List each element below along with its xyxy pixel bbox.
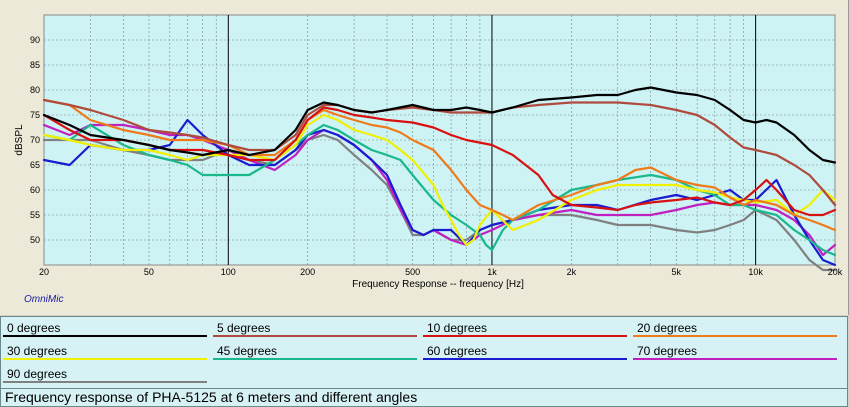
y-tick-label: 75	[30, 110, 40, 120]
x-tick-label: 20	[39, 267, 49, 277]
x-tick-label: 1k	[487, 267, 497, 277]
legend-swatch	[633, 335, 837, 337]
legend-label: 70 degrees	[637, 344, 698, 358]
y-tick-label: 70	[30, 135, 40, 145]
x-tick-label: 20k	[828, 267, 843, 277]
chart-caption: Frequency response of PHA-5125 at 6 mete…	[0, 389, 848, 407]
legend-label: 5 degrees	[217, 321, 271, 335]
legend-swatch	[213, 335, 417, 337]
y-tick-label: 65	[30, 160, 40, 170]
legend-item-60-degrees: 60 degrees	[423, 342, 627, 364]
legend-item-20-degrees: 20 degrees	[633, 319, 837, 341]
legend-swatch	[3, 358, 207, 360]
legend-item-45-degrees: 45 degrees	[213, 342, 417, 364]
y-tick-label: 85	[30, 60, 40, 70]
frequency-response-chart: 50 55 60 65 70 75 80 85 90 20 50 100 200 500 1k 2k 5k 10…	[14, 14, 843, 290]
legend-swatch	[633, 358, 837, 360]
y-tick-label: 55	[30, 210, 40, 220]
x-tick-label: 5k	[671, 267, 681, 277]
y-axis-label: dBSPL	[14, 124, 25, 156]
legend-label: 0 degrees	[7, 321, 61, 335]
x-tick-label: 10k	[748, 267, 763, 277]
series-line-0-degrees	[42, 86, 837, 164]
legend: 0 degrees 5 degrees 10 degrees 20 degree…	[0, 316, 848, 389]
x-axis-label: Frequency Response -- frequency [Hz]	[352, 279, 524, 290]
legend-label: 30 degrees	[7, 344, 68, 358]
series-line-30-degrees	[42, 113, 837, 247]
legend-label: 10 degrees	[427, 321, 488, 335]
x-tick-label: 2k	[567, 267, 577, 277]
series-line-10-degrees	[42, 106, 837, 217]
series-line-20-degrees	[42, 98, 837, 232]
x-tick-label: 100	[221, 267, 236, 277]
x-tick-label: 500	[405, 267, 420, 277]
legend-swatch	[423, 335, 627, 337]
legend-item-30-degrees: 30 degrees	[3, 342, 207, 364]
legend-swatch	[213, 358, 417, 360]
x-tick-label: 200	[300, 267, 315, 277]
legend-swatch	[3, 335, 207, 337]
omnimic-watermark: OmniMic	[24, 294, 64, 305]
legend-label: 60 degrees	[427, 344, 488, 358]
legend-swatch	[423, 358, 627, 360]
legend-item-90-degrees: 90 degrees	[3, 365, 207, 387]
legend-swatch	[3, 381, 207, 383]
y-tick-labels: 50 55 60 65 70 75 80 85 90	[30, 35, 40, 245]
series-lines	[42, 86, 837, 272]
y-tick-label: 80	[30, 85, 40, 95]
legend-label: 20 degrees	[637, 321, 698, 335]
legend-item-70-degrees: 70 degrees	[633, 342, 837, 364]
legend-label: 45 degrees	[217, 344, 278, 358]
x-tick-labels: 20 50 100 200 500 1k 2k 5k 10k 20k	[39, 267, 843, 277]
legend-item-0-degrees: 0 degrees	[3, 319, 207, 341]
x-tick-label: 50	[144, 267, 154, 277]
y-tick-label: 50	[30, 235, 40, 245]
legend-item-10-degrees: 10 degrees	[423, 319, 627, 341]
legend-item-5-degrees: 5 degrees	[213, 319, 417, 341]
y-tick-label: 90	[30, 35, 40, 45]
series-line-60-degrees	[42, 118, 837, 267]
y-tick-label: 60	[30, 185, 40, 195]
legend-label: 90 degrees	[7, 367, 68, 381]
plot-panel: 50 55 60 65 70 75 80 85 90 20 50 100 200 500 1k 2k 5k 10…	[0, 0, 849, 315]
series-line-45-degrees	[42, 123, 837, 257]
